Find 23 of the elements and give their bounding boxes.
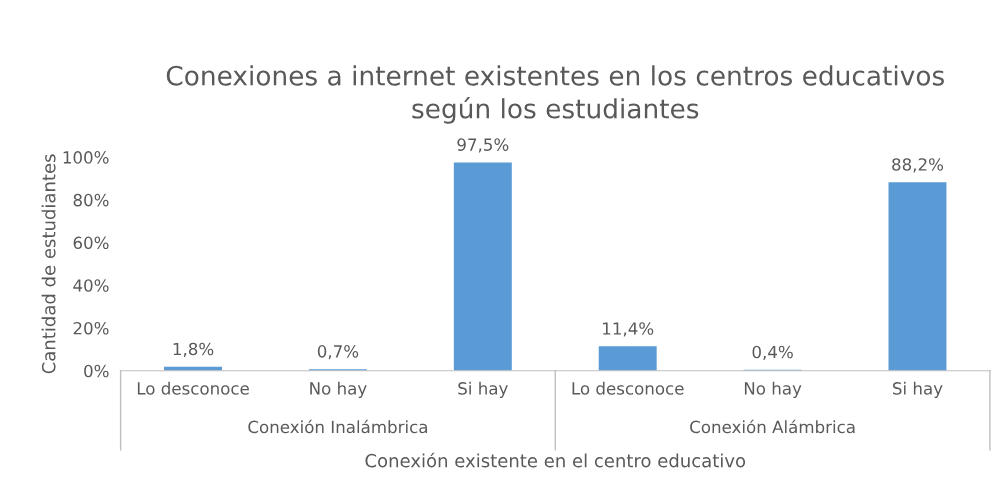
y-tick-label: 60% [73,236,109,250]
chart-title: Conexiones a internet existentes en los centros educativos según los estudiantes [166,65,944,124]
x-tick-label: No hay [744,381,802,398]
text: Conexión Alámbrica [690,419,855,434]
x-tick-label: Lo desconoce [137,381,249,395]
x-tick-label: Si hay [458,381,508,398]
x-axis-title: Conexión existente en el centro educativo [365,452,746,468]
data-label: 11,4% [603,322,654,337]
data-label: 97,5% [457,138,509,153]
y-tick-label: 80% [73,193,109,207]
data-label: 0,7% [317,345,359,360]
y-tick-label: 20% [73,321,109,335]
y-axis-title: Cantidad de estudiantes [41,154,56,374]
data-label: 1,8% [173,342,214,357]
data-label: 88,2% [892,158,944,173]
y-tick-label: 40% [73,279,109,292]
x-tick-label: Si hay [893,381,943,398]
text: Conexión Inalámbrica [248,419,427,434]
x-tick-label: No hay [310,381,367,398]
x-tick-label: Lo desconoce [572,381,684,395]
y-tick-label: 100% [63,151,109,164]
data-label: 0,4% [752,345,793,360]
y-tick-label: 0% [84,364,109,378]
